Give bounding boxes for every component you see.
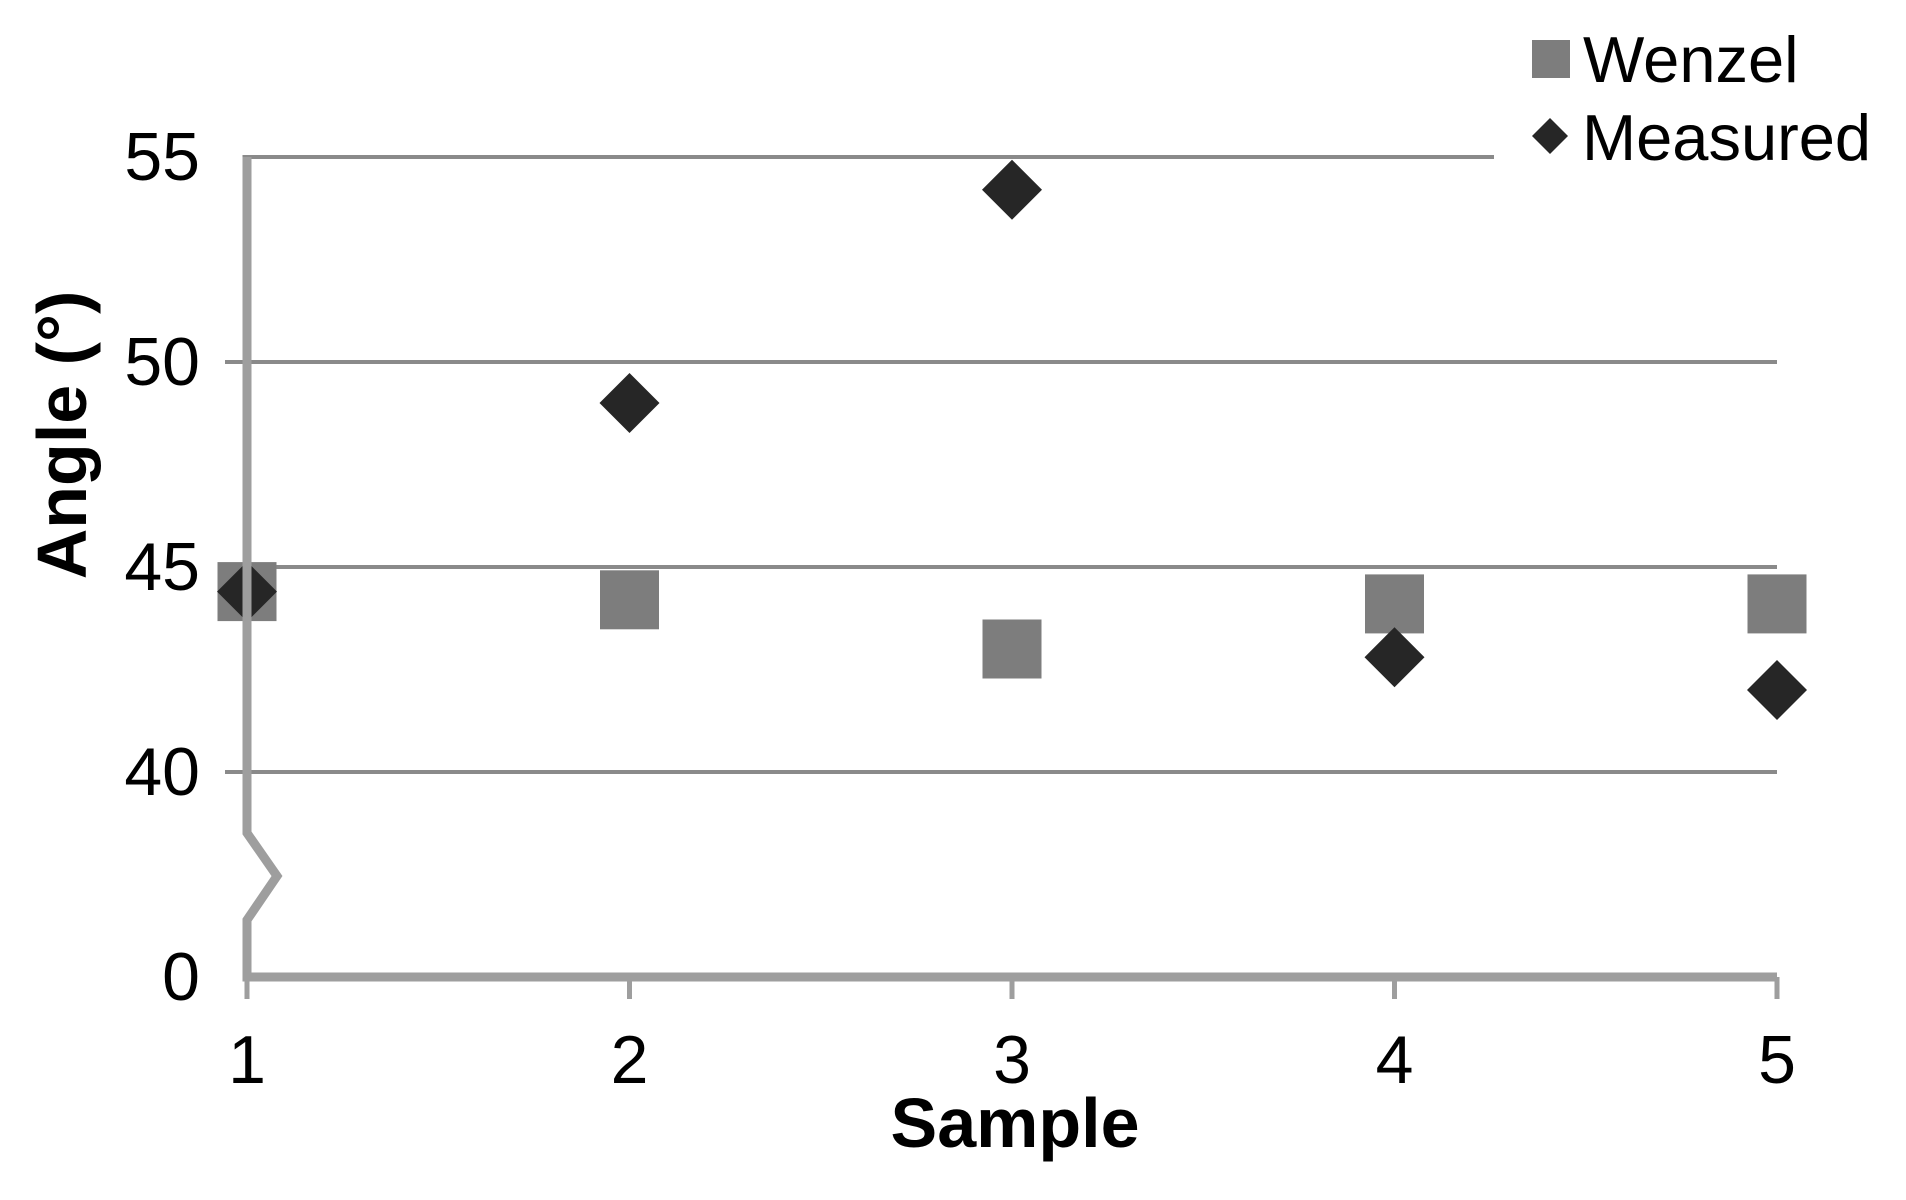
wenzel-legend-marker-icon [1532,40,1570,78]
marker-wenzel-sample-4 [1365,574,1424,634]
x-axis-title: Sample [891,1084,1140,1162]
data-markers-layer [217,159,1807,720]
marker-wenzel-sample-5 [1747,574,1807,634]
y-tick-label-50: 50 [124,324,200,400]
x-tick-label-1: 1 [228,1022,266,1098]
y-tick-label-45: 45 [124,529,200,605]
y-tick-label-55: 55 [124,119,200,195]
y-axis-line-with-break [242,157,283,982]
legend: Wenzel Measured [1532,23,1871,174]
gridlines-layer [225,155,1777,774]
x-tick-labels: 1 2 3 4 5 [228,1022,1796,1098]
marker-wenzel-sample-3 [982,619,1042,679]
y-tick-labels: 55 50 45 40 0 [124,119,200,1015]
y-axis-title: Angle (°) [23,291,101,580]
x-tick-label-2: 2 [611,1022,649,1098]
axes-layer [242,157,1780,999]
x-tick-label-3: 3 [993,1022,1031,1098]
y-tick-label-0: 0 [162,939,200,1015]
marker-measured-sample-5 [1747,660,1807,720]
measured-legend-label: Measured [1582,101,1871,174]
wenzel-legend-label: Wenzel [1583,23,1799,96]
marker-measured-sample-2 [599,373,660,433]
x-tick-label-4: 4 [1376,1022,1414,1098]
marker-measured-sample-3 [982,159,1042,220]
y-tick-label-40: 40 [124,734,200,810]
measured-legend-marker-icon [1532,118,1568,154]
marker-wenzel-sample-2 [600,570,659,630]
x-tick-label-5: 5 [1758,1022,1796,1098]
marker-measured-sample-4 [1364,627,1425,688]
